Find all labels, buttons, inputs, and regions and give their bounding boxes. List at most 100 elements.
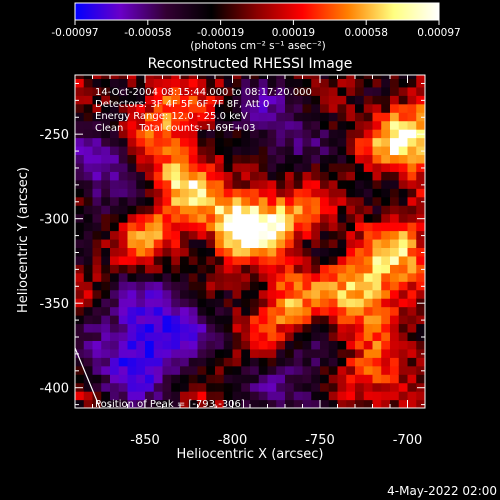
image-cell bbox=[355, 179, 365, 189]
image-cell bbox=[110, 103, 120, 113]
image-cell bbox=[153, 103, 164, 113]
image-cell bbox=[276, 331, 286, 341]
image-cell bbox=[346, 112, 356, 122]
image-cell bbox=[188, 238, 199, 249]
image-cell bbox=[223, 382, 234, 392]
image-cell bbox=[390, 264, 400, 274]
image-cell bbox=[372, 238, 382, 249]
image-cell bbox=[153, 137, 164, 147]
image-cell bbox=[197, 357, 207, 367]
image-cell bbox=[337, 298, 347, 308]
image-cell bbox=[267, 75, 277, 79]
image-cell bbox=[276, 230, 286, 240]
image-cell bbox=[337, 238, 347, 249]
image-cell bbox=[153, 306, 164, 316]
image-cell bbox=[145, 154, 155, 164]
image-cell bbox=[127, 289, 137, 299]
image-cell bbox=[197, 188, 207, 198]
image-cell bbox=[197, 281, 207, 291]
image-cell bbox=[346, 95, 356, 105]
image-cell bbox=[390, 255, 400, 265]
image-cell bbox=[206, 382, 216, 392]
image-cell bbox=[416, 289, 425, 299]
image-cell bbox=[267, 222, 277, 232]
image-cell bbox=[276, 238, 286, 249]
image-cell bbox=[180, 357, 190, 367]
image-cell bbox=[320, 357, 330, 367]
y-tick-label: -300 bbox=[39, 213, 69, 228]
image-cell bbox=[101, 340, 111, 350]
image-cell bbox=[232, 162, 242, 172]
image-cell bbox=[75, 145, 85, 156]
image-cell bbox=[407, 129, 417, 139]
image-cell bbox=[83, 145, 94, 156]
image-cell bbox=[127, 196, 137, 206]
image-cell bbox=[250, 382, 260, 392]
image-cell bbox=[101, 129, 111, 139]
image-cell bbox=[188, 374, 199, 384]
image-cell bbox=[110, 382, 120, 392]
image-cell bbox=[206, 255, 216, 265]
image-cell bbox=[188, 399, 199, 408]
image-cell bbox=[171, 120, 181, 130]
image-cell bbox=[171, 137, 181, 147]
image-cell bbox=[92, 86, 102, 96]
image-cell bbox=[223, 162, 234, 172]
image-cell bbox=[416, 86, 425, 96]
image-cell bbox=[250, 247, 260, 257]
image-cell bbox=[407, 357, 417, 367]
image-cell bbox=[162, 162, 172, 172]
image-cell bbox=[197, 196, 207, 206]
image-cell bbox=[416, 281, 425, 291]
image-cell bbox=[197, 171, 207, 181]
image-cell bbox=[363, 205, 374, 215]
image-cell bbox=[232, 391, 242, 401]
image-cell bbox=[101, 357, 111, 367]
image-cell bbox=[381, 179, 391, 189]
image-cell bbox=[180, 120, 190, 130]
image-cell bbox=[337, 348, 347, 358]
image-cell bbox=[285, 315, 295, 325]
image-cell bbox=[285, 179, 295, 189]
image-cell bbox=[241, 112, 251, 122]
image-cell bbox=[258, 213, 269, 223]
image-cell bbox=[285, 365, 295, 375]
image-cell bbox=[145, 129, 155, 139]
image-cell bbox=[372, 188, 382, 198]
image-cell bbox=[258, 205, 269, 215]
image-cell bbox=[101, 238, 111, 249]
image-cell bbox=[188, 382, 199, 392]
image-cell bbox=[285, 103, 295, 113]
image-cell bbox=[363, 255, 374, 265]
image-cell bbox=[416, 196, 425, 206]
image-cell bbox=[337, 331, 347, 341]
image-cell bbox=[267, 289, 277, 299]
image-cell bbox=[320, 306, 330, 316]
image-cell bbox=[372, 281, 382, 291]
image-cell bbox=[83, 272, 94, 282]
image-cell bbox=[302, 120, 312, 130]
image-cell bbox=[363, 238, 374, 249]
image-cell bbox=[118, 230, 129, 240]
image-cell bbox=[328, 213, 339, 223]
image-cell bbox=[320, 112, 330, 122]
image-cell bbox=[258, 306, 269, 316]
colorbar bbox=[74, 2, 440, 21]
image-cell bbox=[398, 272, 409, 282]
image-cell bbox=[267, 348, 277, 358]
image-cell bbox=[101, 78, 111, 88]
image-cell bbox=[328, 86, 339, 96]
image-cell bbox=[407, 103, 417, 113]
image-cell bbox=[372, 348, 382, 358]
image-cell bbox=[363, 382, 374, 392]
image-cell bbox=[145, 205, 155, 215]
image-cell bbox=[407, 188, 417, 198]
image-cell bbox=[223, 129, 234, 139]
image-cell bbox=[101, 145, 111, 156]
image-cell bbox=[381, 348, 391, 358]
image-cell bbox=[390, 289, 400, 299]
image-cell bbox=[92, 315, 102, 325]
image-cell bbox=[118, 196, 129, 206]
image-cell bbox=[223, 289, 234, 299]
image-cell bbox=[355, 306, 365, 316]
